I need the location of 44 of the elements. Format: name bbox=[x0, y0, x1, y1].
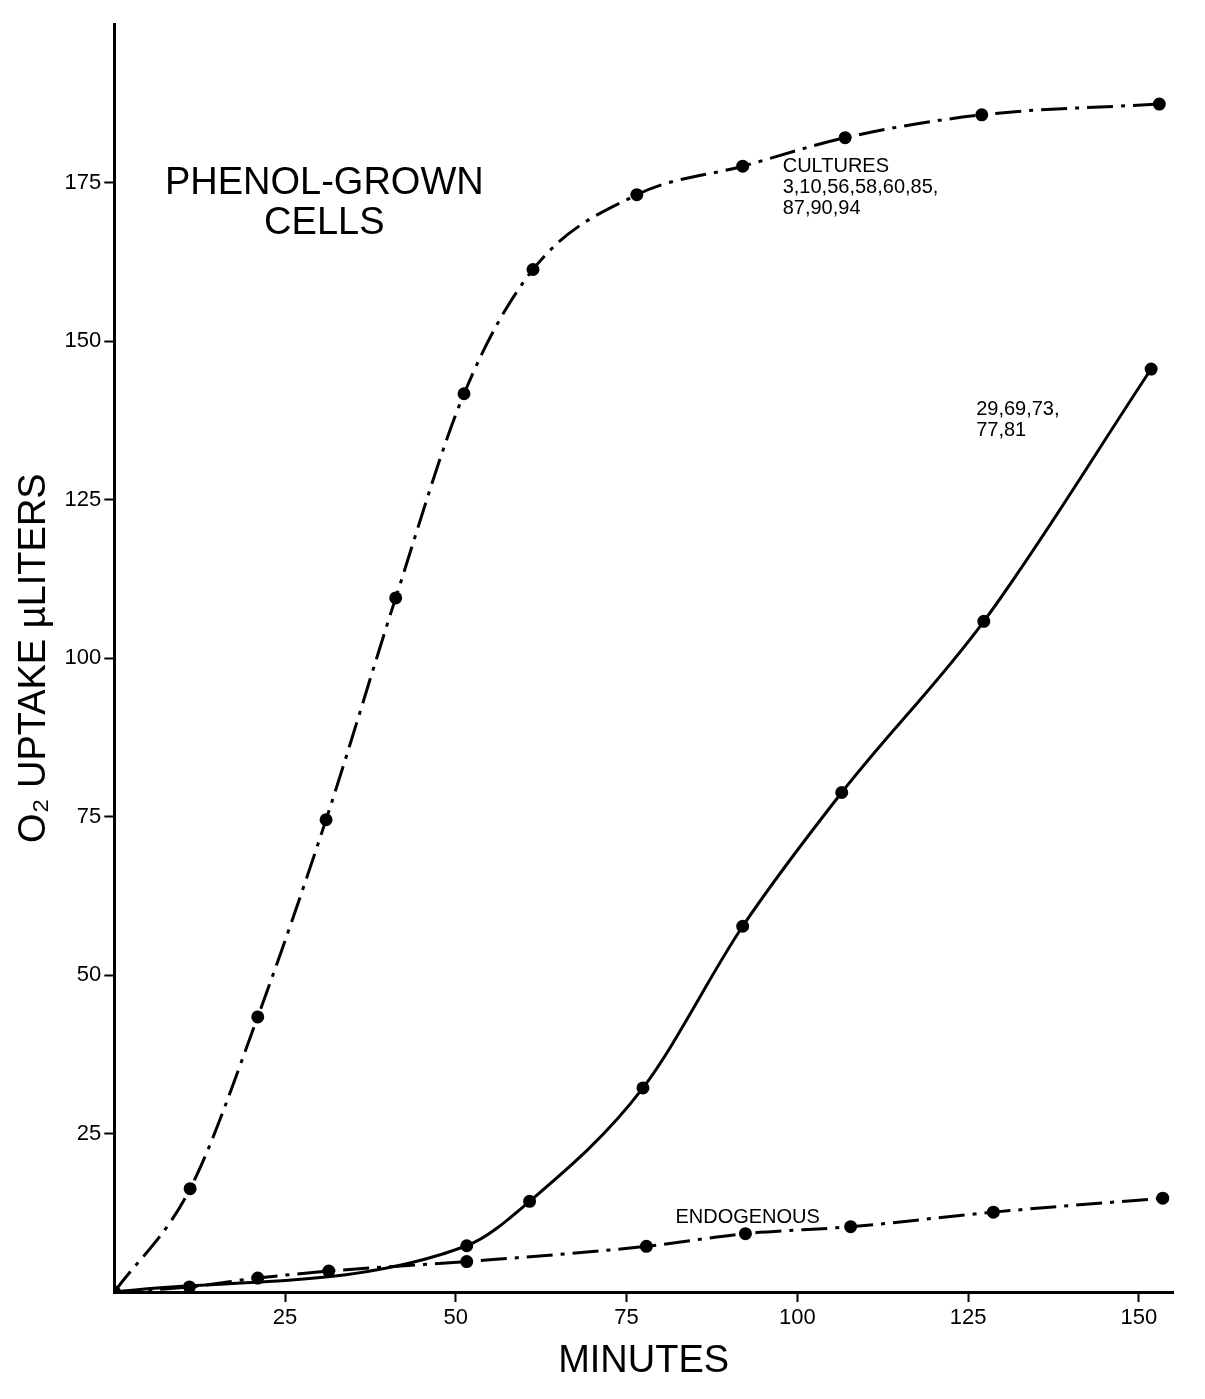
point bbox=[460, 1239, 474, 1253]
point bbox=[322, 1264, 336, 1278]
point bbox=[526, 263, 540, 277]
point bbox=[183, 1182, 197, 1196]
point bbox=[319, 813, 333, 827]
y-tick-label: 25 bbox=[76, 1119, 102, 1145]
point bbox=[738, 1227, 752, 1241]
x-tick-label: 75 bbox=[614, 1304, 639, 1330]
x-axis-title: MINUTES bbox=[558, 1337, 730, 1380]
point bbox=[838, 131, 852, 145]
series-label: CULTURES 3,10,56,58,60,85, 87,90,94 bbox=[782, 153, 939, 218]
point bbox=[523, 1194, 537, 1208]
point bbox=[460, 1255, 474, 1269]
series-label: 29,69,73, 77,81 bbox=[976, 396, 1060, 440]
point bbox=[389, 591, 403, 605]
point bbox=[639, 1239, 653, 1253]
x-tick-label: 125 bbox=[949, 1304, 987, 1330]
point bbox=[835, 785, 849, 799]
x-tick-label: 50 bbox=[443, 1304, 469, 1330]
annotation: PHENOL-GROWN CELLS bbox=[164, 159, 484, 242]
y-tick-label: 125 bbox=[64, 485, 102, 511]
point bbox=[977, 614, 991, 628]
point bbox=[630, 188, 644, 202]
point bbox=[636, 1081, 650, 1095]
y-tick-label: 175 bbox=[64, 168, 102, 194]
point bbox=[1156, 1191, 1170, 1205]
point bbox=[1144, 362, 1158, 376]
y-tick-label: 50 bbox=[76, 961, 102, 987]
point bbox=[975, 108, 989, 122]
y-tick-label: 150 bbox=[64, 327, 102, 353]
point bbox=[736, 159, 750, 173]
y-tick-label: 75 bbox=[76, 802, 102, 828]
x-tick-label: 100 bbox=[778, 1304, 816, 1330]
point bbox=[457, 387, 471, 401]
point bbox=[986, 1205, 1000, 1219]
y-axis-title: O₂ UPTAKE µLITERS bbox=[11, 473, 54, 843]
point bbox=[1152, 97, 1166, 111]
point bbox=[251, 1010, 265, 1024]
point bbox=[844, 1220, 858, 1234]
x-tick-label: 150 bbox=[1120, 1304, 1158, 1330]
point bbox=[736, 919, 750, 933]
x-tick-label: 25 bbox=[272, 1304, 298, 1330]
series-label: ENDOGENOUS bbox=[675, 1205, 820, 1228]
y-tick-label: 100 bbox=[64, 644, 102, 670]
